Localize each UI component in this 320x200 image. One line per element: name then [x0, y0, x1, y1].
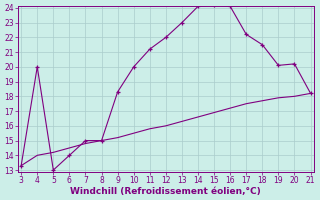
- X-axis label: Windchill (Refroidissement éolien,°C): Windchill (Refroidissement éolien,°C): [70, 187, 261, 196]
